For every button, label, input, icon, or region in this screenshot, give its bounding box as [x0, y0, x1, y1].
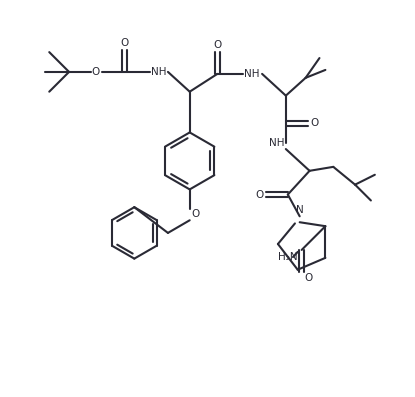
Text: O: O — [120, 39, 129, 48]
Text: O: O — [91, 67, 100, 77]
Text: O: O — [255, 189, 264, 200]
Text: NH: NH — [244, 69, 260, 79]
Text: O: O — [191, 209, 200, 219]
Text: H₂N: H₂N — [278, 252, 298, 262]
Text: NH: NH — [269, 138, 284, 148]
Text: N: N — [296, 204, 303, 214]
Text: O: O — [305, 274, 313, 283]
Text: O: O — [310, 118, 318, 128]
Text: NH: NH — [151, 67, 166, 77]
Text: O: O — [213, 40, 222, 50]
